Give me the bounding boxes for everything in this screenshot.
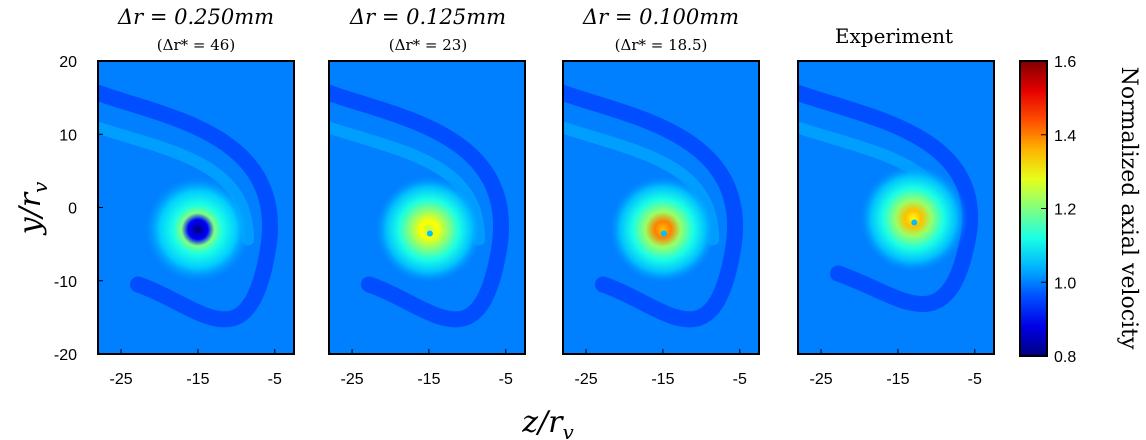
colorbar-tick-label: 1.0 <box>1054 275 1076 292</box>
x-tick-label: -5 <box>268 371 282 388</box>
colorbar-tick-label: 1.6 <box>1054 54 1076 71</box>
y-tick-label: 20 <box>59 54 77 71</box>
wake-spiral <box>329 84 509 328</box>
x-axis-label: z/rv <box>521 405 574 440</box>
x-tick-label: -25 <box>574 371 597 388</box>
colorbar-tick-label: 1.4 <box>1054 128 1076 145</box>
panel-frame <box>328 60 526 355</box>
panel-2-subtitle: (Δr* = 23) <box>389 36 467 54</box>
colorbar-tick-label: 1.2 <box>1054 202 1076 219</box>
panel-4-title: Experiment <box>835 24 953 48</box>
heatmap-panel-4 <box>798 61 994 354</box>
x-tick-label: -25 <box>340 371 363 388</box>
y-axis-label-subscript: v <box>28 181 52 193</box>
x-tick-label: -15 <box>651 371 674 388</box>
y-tick-label: 10 <box>59 127 77 144</box>
colorbar-label: Normalized axial velocity <box>1116 67 1141 350</box>
x-tick-label: -5 <box>499 371 513 388</box>
x-tick-label: -25 <box>809 371 832 388</box>
x-tick-label: -5 <box>968 371 982 388</box>
x-tick-label: -15 <box>186 371 209 388</box>
vortex-core <box>607 174 718 285</box>
y-axis-label: y/rv <box>13 181 52 236</box>
x-tick-label: -5 <box>733 371 747 388</box>
panel-frame <box>797 60 995 355</box>
wake-spiral <box>98 84 278 328</box>
vortex-center <box>660 230 667 237</box>
heatmap-panel-1 <box>98 61 294 354</box>
panel-3-subtitle: (Δr* = 18.5) <box>615 36 708 54</box>
x-tick-label: -15 <box>417 371 440 388</box>
y-tick-label: -10 <box>54 274 77 291</box>
panel-frame <box>562 60 760 355</box>
vortex-core <box>142 174 253 285</box>
y-tick-label: -20 <box>54 347 77 364</box>
x-axis-label-subscript: v <box>562 420 574 440</box>
panel-1-title: Δr = 0.250mm <box>117 5 274 29</box>
vortex-core <box>858 163 969 274</box>
wake-spiral <box>563 84 743 328</box>
colorbar-tick-label: 0.8 <box>1054 349 1076 366</box>
x-tick-label: -15 <box>886 371 909 388</box>
panel-3-title: Δr = 0.100mm <box>582 5 739 29</box>
vortex-core <box>373 174 484 285</box>
vortex-center <box>426 230 433 237</box>
x-tick-label: -25 <box>109 371 132 388</box>
heatmap-panel-3 <box>563 61 759 354</box>
wake-spiral <box>798 84 978 312</box>
heatmap-panel-2 <box>329 61 525 354</box>
vortex-center <box>911 219 918 226</box>
panel-1-subtitle: (Δr* = 46) <box>157 36 235 54</box>
panel-2-title: Δr = 0.125mm <box>349 5 506 29</box>
y-tick-label: 0 <box>68 201 77 218</box>
